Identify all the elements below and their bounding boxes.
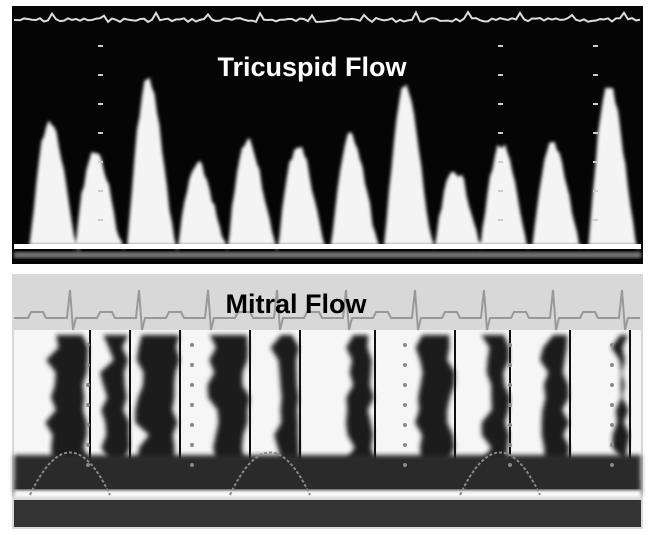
scale-dot <box>508 343 512 347</box>
scale-dot <box>610 343 614 347</box>
scale-dot <box>403 443 407 447</box>
scale-dot <box>190 463 194 467</box>
scale-dash <box>98 103 103 105</box>
doppler-figure: Tricuspid Flow Mitral Flow <box>0 0 649 535</box>
scale-dot <box>508 443 512 447</box>
scale-dash <box>593 190 598 192</box>
scale-dash <box>98 190 103 192</box>
bottom-noise <box>14 500 641 527</box>
scale-dash <box>593 103 598 105</box>
scale-dash <box>98 74 103 76</box>
scale-dot <box>508 383 512 387</box>
baseline-noise <box>14 252 641 258</box>
scale-dash <box>98 161 103 163</box>
baseline <box>14 244 641 249</box>
scale-dot <box>403 423 407 427</box>
scale-dot <box>403 383 407 387</box>
scale-dash <box>498 74 503 76</box>
scale-dot <box>86 443 90 447</box>
scale-dot <box>86 343 90 347</box>
scale-dot <box>190 403 194 407</box>
scale-dash <box>498 132 503 134</box>
scale-dot <box>610 423 614 427</box>
scale-dash <box>98 219 103 221</box>
scale-dash <box>593 74 598 76</box>
scale-dot <box>86 463 90 467</box>
scale-dash <box>98 45 103 47</box>
scale-dot <box>403 463 407 467</box>
scale-dash <box>593 161 598 163</box>
scale-dot <box>403 363 407 367</box>
panel-label: Tricuspid Flow <box>217 52 407 82</box>
scale-dot <box>508 363 512 367</box>
page: Tricuspid Flow Mitral Flow (() => { cons… <box>0 0 649 535</box>
scale-dot <box>508 423 512 427</box>
panel-label: Mitral Flow <box>226 289 368 319</box>
scale-dash <box>593 45 598 47</box>
scale-dash <box>498 45 503 47</box>
scale-dot <box>403 343 407 347</box>
scale-dot <box>190 443 194 447</box>
scale-dot <box>610 443 614 447</box>
scale-dash <box>498 161 503 163</box>
scale-dot <box>403 403 407 407</box>
scale-dash <box>498 103 503 105</box>
scale-dot <box>190 363 194 367</box>
scale-dot <box>610 463 614 467</box>
scale-dot <box>610 403 614 407</box>
scale-dot <box>86 363 90 367</box>
scale-dot <box>190 343 194 347</box>
scale-dot <box>508 403 512 407</box>
scale-dash <box>98 132 103 134</box>
scale-dot <box>190 383 194 387</box>
scale-dot <box>86 423 90 427</box>
scale-dash <box>593 219 598 221</box>
scale-dot <box>508 463 512 467</box>
scale-dash <box>498 190 503 192</box>
scale-dot <box>86 383 90 387</box>
scale-dash <box>498 219 503 221</box>
scale-dot <box>190 423 194 427</box>
scale-dot <box>86 403 90 407</box>
scale-dot <box>610 363 614 367</box>
scale-dot <box>610 383 614 387</box>
scale-dash <box>593 132 598 134</box>
